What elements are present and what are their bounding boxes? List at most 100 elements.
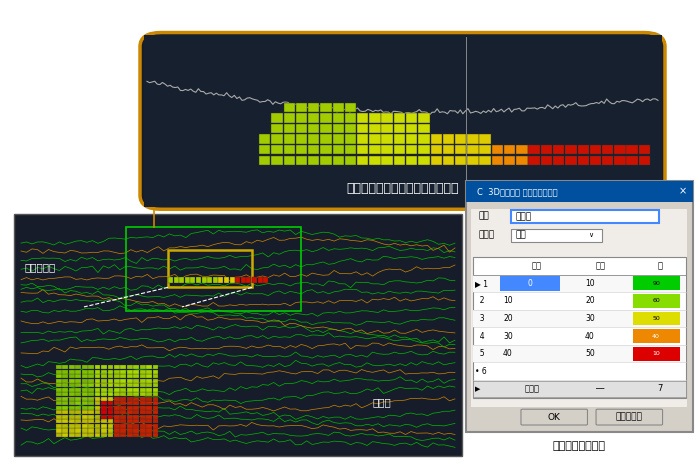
FancyBboxPatch shape bbox=[521, 409, 587, 425]
Bar bbox=[82, 397, 88, 401]
Bar bbox=[153, 392, 158, 396]
Text: 40: 40 bbox=[652, 333, 660, 339]
Bar bbox=[144, 35, 662, 207]
Text: 30: 30 bbox=[585, 314, 595, 323]
Bar bbox=[94, 365, 100, 369]
Bar bbox=[511, 229, 602, 242]
Bar bbox=[140, 424, 146, 428]
Text: 50: 50 bbox=[585, 349, 595, 358]
Bar bbox=[418, 145, 430, 154]
Text: 10: 10 bbox=[503, 296, 512, 306]
Bar bbox=[473, 257, 686, 398]
Bar bbox=[442, 145, 454, 154]
Bar bbox=[153, 374, 158, 378]
Bar bbox=[62, 370, 68, 374]
Bar bbox=[133, 410, 139, 414]
Bar bbox=[308, 113, 319, 123]
Bar bbox=[69, 397, 75, 401]
Bar bbox=[140, 383, 146, 387]
Bar bbox=[295, 124, 307, 133]
Bar bbox=[196, 277, 201, 283]
Bar bbox=[455, 134, 466, 144]
Bar bbox=[140, 410, 146, 414]
Text: • 6: • 6 bbox=[475, 367, 487, 376]
Bar bbox=[94, 406, 100, 410]
Bar bbox=[82, 392, 88, 396]
Bar bbox=[540, 155, 552, 165]
Bar bbox=[321, 134, 332, 144]
Bar bbox=[101, 433, 107, 437]
Bar bbox=[82, 388, 88, 392]
Bar bbox=[332, 113, 344, 123]
Bar bbox=[602, 155, 613, 165]
Bar bbox=[517, 155, 528, 165]
Bar bbox=[406, 113, 417, 123]
Bar bbox=[370, 113, 381, 123]
Bar bbox=[108, 383, 113, 387]
Bar bbox=[133, 424, 139, 428]
Bar bbox=[633, 276, 680, 290]
Text: 7: 7 bbox=[658, 384, 663, 393]
Text: ▶: ▶ bbox=[475, 386, 481, 392]
Text: 4: 4 bbox=[475, 332, 485, 340]
Bar bbox=[82, 374, 88, 378]
Bar bbox=[528, 155, 540, 165]
Bar bbox=[146, 415, 152, 419]
Bar bbox=[284, 124, 295, 133]
Bar bbox=[14, 214, 462, 456]
Bar bbox=[480, 134, 491, 144]
Bar bbox=[76, 397, 81, 401]
Text: 90: 90 bbox=[652, 281, 660, 286]
Bar bbox=[56, 397, 62, 401]
Bar bbox=[168, 277, 173, 283]
Bar bbox=[120, 419, 126, 424]
Bar bbox=[127, 392, 132, 396]
Text: ▶ 1: ▶ 1 bbox=[475, 279, 489, 288]
Bar bbox=[321, 145, 332, 154]
Bar bbox=[101, 428, 107, 432]
Bar bbox=[153, 428, 158, 432]
Text: キャンセル: キャンセル bbox=[616, 412, 643, 422]
Bar bbox=[114, 406, 120, 410]
Bar bbox=[76, 419, 81, 424]
Bar bbox=[133, 415, 139, 419]
Bar bbox=[94, 424, 100, 428]
Text: 補間結果の断面図上での見える化: 補間結果の断面図上での見える化 bbox=[346, 181, 458, 194]
Bar bbox=[321, 113, 332, 123]
Bar bbox=[120, 415, 126, 419]
Bar bbox=[76, 392, 81, 396]
Bar bbox=[69, 379, 75, 383]
Bar bbox=[133, 374, 139, 378]
Bar bbox=[62, 410, 68, 414]
Bar bbox=[62, 383, 68, 387]
Bar bbox=[146, 424, 152, 428]
Bar bbox=[370, 145, 381, 154]
Bar bbox=[153, 410, 158, 414]
Bar bbox=[271, 113, 283, 123]
Bar bbox=[88, 379, 94, 383]
Bar bbox=[153, 406, 158, 410]
Bar bbox=[230, 277, 235, 283]
Bar bbox=[127, 383, 132, 387]
Bar bbox=[146, 433, 152, 437]
Bar bbox=[94, 415, 100, 419]
Bar bbox=[108, 397, 113, 401]
Text: 値１: 値１ bbox=[531, 261, 542, 270]
Bar bbox=[76, 379, 81, 383]
Bar bbox=[101, 392, 107, 396]
Bar bbox=[406, 134, 417, 144]
Bar bbox=[56, 379, 62, 383]
Bar bbox=[344, 145, 356, 154]
Bar bbox=[127, 428, 132, 432]
Bar bbox=[120, 365, 126, 369]
Bar bbox=[56, 374, 62, 378]
Bar bbox=[101, 415, 107, 419]
Bar bbox=[271, 145, 283, 154]
Bar bbox=[473, 345, 686, 362]
Bar bbox=[114, 415, 120, 419]
Bar bbox=[153, 388, 158, 392]
Bar bbox=[88, 392, 94, 396]
Bar bbox=[140, 406, 146, 410]
Bar bbox=[133, 433, 139, 437]
Bar bbox=[127, 433, 132, 437]
